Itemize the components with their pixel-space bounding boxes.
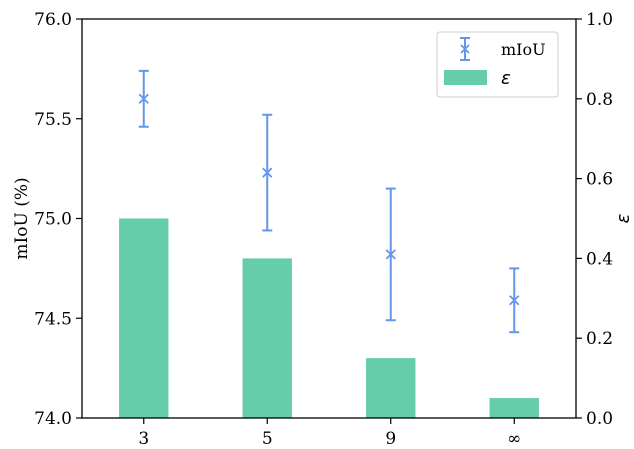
legend-label-epsilon: ε <box>501 68 511 89</box>
left-tick-label-4: 76.0 <box>34 10 72 30</box>
left-tick-label-3: 75.5 <box>34 110 72 130</box>
legend-label-miou: mIoU <box>501 40 546 59</box>
point-marker-3 <box>509 295 520 306</box>
right-tick-label-4: 0.8 <box>586 90 613 110</box>
y-axis-left-label: mIoU (%) <box>12 177 32 259</box>
point-marker-0 <box>138 93 149 104</box>
bar-1 <box>242 258 292 418</box>
bar-2 <box>366 358 416 418</box>
right-tick-label-0: 0.0 <box>586 409 613 429</box>
legend-errorbar-marker <box>460 37 470 61</box>
x-tick-label-1: 5 <box>262 429 273 449</box>
x-tick-label-0: 3 <box>138 429 149 449</box>
left-tick-label-2: 75.0 <box>34 210 72 230</box>
bar-group <box>119 218 539 418</box>
legend-x-marker <box>460 44 470 54</box>
y-axis-right-label: ε <box>613 213 634 223</box>
x-tick-label-2: 9 <box>385 429 396 449</box>
left-tick-label-0: 74.0 <box>34 409 72 429</box>
right-tick-label-1: 0.2 <box>586 329 613 349</box>
x-tick-label-3: ∞ <box>507 429 521 449</box>
left-axis-ticks: 74.0 74.5 75.0 75.5 76.0 <box>34 10 82 429</box>
x-axis-ticks: 3 5 9 ∞ <box>138 418 521 449</box>
right-tick-label-2: 0.4 <box>586 249 613 269</box>
legend-bar-swatch <box>444 70 487 85</box>
point-marker-2 <box>385 249 396 260</box>
bar-0 <box>119 218 169 418</box>
right-tick-label-5: 1.0 <box>586 10 613 30</box>
legend: mIoU ε <box>436 31 559 98</box>
left-tick-label-1: 74.5 <box>34 309 72 329</box>
right-tick-label-3: 0.6 <box>586 170 613 190</box>
right-axis-ticks: 0.0 0.2 0.4 0.6 0.8 1.0 <box>576 10 613 429</box>
errorbar-group <box>138 69 520 334</box>
point-marker-1 <box>262 167 273 178</box>
bar-3 <box>489 398 539 418</box>
